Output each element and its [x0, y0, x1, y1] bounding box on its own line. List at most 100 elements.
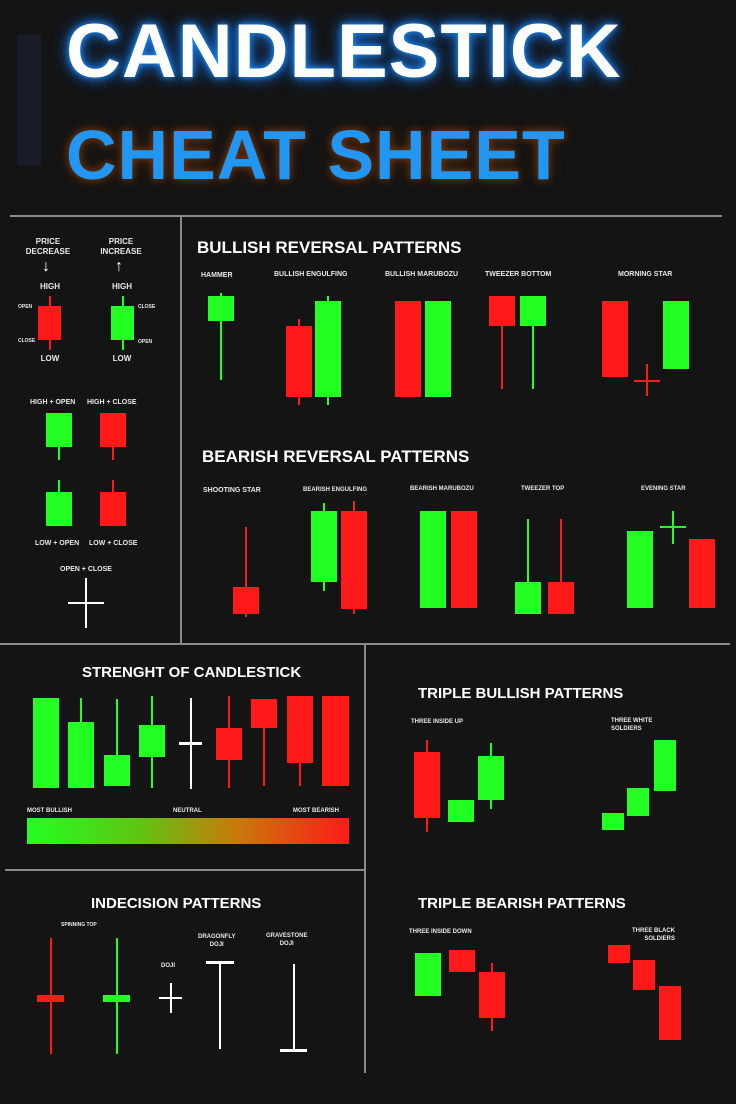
candle-body — [395, 301, 421, 397]
candle-wick — [245, 527, 247, 617]
strength-gradient-bar — [27, 818, 349, 844]
candle-body — [608, 945, 630, 963]
triple-bearish-title: TRIPLE BEARISH PATTERNS — [418, 895, 626, 912]
pattern-label-three-white-soldiers: THREE WHITE SOLDIERS — [611, 718, 653, 732]
pattern-label-gravestone-doji: GRAVESTONE DOJI — [266, 933, 308, 947]
pattern-label-dragonfly-doji: DRAGONFLY DOJI — [198, 934, 236, 948]
candle-wick — [560, 519, 562, 614]
high-open-label: HIGH + OPEN — [30, 399, 76, 406]
candle-body — [663, 301, 689, 369]
candle-body — [251, 699, 277, 728]
candle-body — [449, 950, 475, 972]
strength-title: STRENGHT OF CANDLESTICK — [82, 664, 302, 681]
pattern-label-three-inside-down: THREE INSIDE DOWN — [409, 929, 472, 935]
candle-body — [689, 539, 715, 608]
candle-body — [322, 696, 349, 786]
pattern-label-bullish-engulfing: BULLISH ENGULFING — [274, 271, 348, 278]
neutral-label: NEUTRAL — [173, 808, 202, 814]
candle-body — [478, 756, 504, 800]
candle-body — [659, 986, 681, 1040]
candle-body — [341, 511, 367, 609]
candle-body — [287, 696, 313, 763]
candle-body — [315, 301, 341, 397]
divider-top — [10, 215, 722, 217]
price-decrease-label: PRICE DECREASE — [25, 237, 71, 256]
candle-body — [634, 380, 660, 382]
candle-body — [286, 326, 312, 397]
candle-body — [602, 301, 628, 377]
page-subtitle: CHEAT SHEET — [66, 116, 566, 194]
pattern-label-spinning-top: SPINNING TOP — [61, 922, 97, 928]
down-arrow-icon: ↓ — [42, 258, 50, 275]
pattern-label-tweezer-bottom: TWEEZER BOTTOM — [485, 271, 552, 278]
pattern-label-evening-star: EVENING STAR — [641, 486, 686, 492]
candle-body — [280, 1049, 307, 1052]
candle-body — [654, 740, 676, 791]
candle-wick — [527, 519, 529, 614]
candle-body — [451, 511, 477, 608]
candle-body — [100, 413, 126, 447]
low-open-label: LOW + OPEN — [35, 540, 80, 547]
pattern-label-bullish-marubozu: BULLISH MARUBOZU — [385, 271, 459, 278]
candle-body — [103, 995, 130, 1002]
candle-body — [602, 813, 624, 830]
candle-body — [633, 960, 655, 990]
close-label: CLOSE — [138, 304, 156, 310]
bullish-reversal-title: BULLISH REVERSAL PATTERNS — [197, 238, 462, 257]
candle-body — [38, 306, 61, 340]
most-bearish-label: MOST BEARISH — [293, 808, 340, 814]
candle-body — [104, 755, 130, 786]
pattern-label-three-black-soldiers: THREE BLACK SOLDIERS — [632, 928, 675, 942]
open-label: OPEN — [138, 339, 153, 345]
candle-body — [520, 296, 546, 326]
candle-body — [208, 296, 234, 321]
candle-body — [627, 531, 653, 608]
candle-body — [489, 296, 515, 326]
candle-body — [448, 800, 474, 822]
candle-body — [179, 742, 202, 745]
high-close-label: HIGH + CLOSE — [87, 399, 137, 406]
page-title: CANDLESTICK — [66, 9, 622, 94]
price-increase-label: PRICE INCREASE — [100, 237, 142, 256]
candle-body — [515, 582, 541, 614]
pattern-label-bearish-marubozu: BEARISH MARUBOZU — [410, 486, 474, 492]
candle-body — [414, 752, 440, 818]
low-label: LOW — [40, 354, 60, 363]
triple-bullish-title: TRIPLE BULLISH PATTERNS — [418, 685, 624, 702]
divider-strength — [5, 869, 365, 871]
candle-body — [46, 492, 72, 526]
candle-wick — [263, 699, 265, 786]
candle-body — [420, 511, 446, 608]
candle-body — [139, 725, 165, 757]
up-arrow-icon: ↑ — [115, 258, 123, 275]
pattern-label-shooting-star: SHOOTING STAR — [203, 487, 261, 494]
candle-wick — [220, 293, 222, 380]
candle-body — [100, 492, 126, 526]
candle-body — [206, 961, 234, 964]
decorative-bar — [17, 35, 41, 165]
divider-bottom-center — [364, 643, 366, 1073]
candle-body — [111, 306, 134, 340]
pattern-label-tweezer-top: TWEEZER TOP — [521, 486, 565, 492]
indecision-title: INDECISION PATTERNS — [91, 895, 262, 912]
close-label: CLOSE — [18, 338, 36, 344]
candle-body — [68, 722, 94, 788]
candle-wick — [501, 296, 503, 389]
high-label: HIGH — [112, 282, 132, 291]
candle-body — [159, 997, 182, 999]
candle-body — [627, 788, 649, 816]
candle-body — [46, 413, 72, 447]
high-label: HIGH — [40, 282, 60, 291]
candle-wick — [116, 699, 118, 786]
pattern-label-doji: DOJI — [161, 963, 176, 969]
candle-body — [415, 953, 441, 996]
candle-body — [37, 995, 64, 1002]
most-bullish-label: MOST BULLISH — [27, 808, 72, 814]
pattern-label-bearish-engulfing: BEARISH ENGULFING — [303, 487, 368, 493]
candle-body — [233, 587, 259, 614]
candle-body — [33, 698, 59, 788]
candle-wick — [219, 961, 221, 1049]
candle-body — [548, 582, 574, 614]
low-label: LOW — [112, 354, 132, 363]
bearish-reversal-title: BEARISH REVERSAL PATTERNS — [202, 447, 470, 466]
